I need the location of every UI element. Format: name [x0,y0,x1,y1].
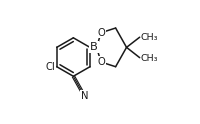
Text: Cl: Cl [46,62,56,72]
Text: CH₃: CH₃ [141,33,158,42]
Text: B: B [90,42,98,52]
Text: O: O [97,57,105,67]
Text: CH₃: CH₃ [141,54,158,63]
Text: N: N [81,91,88,101]
Text: O: O [97,28,105,38]
